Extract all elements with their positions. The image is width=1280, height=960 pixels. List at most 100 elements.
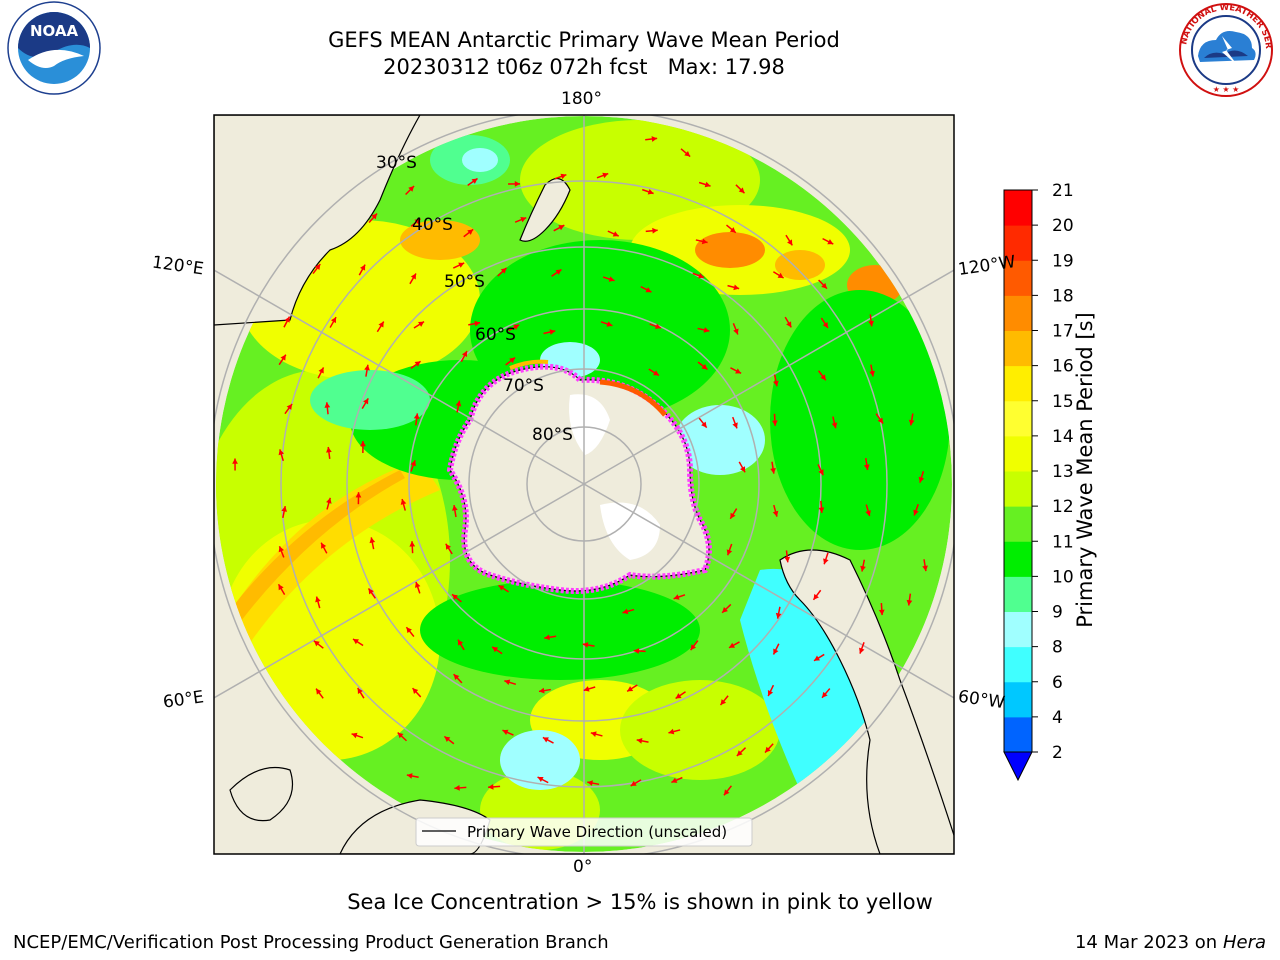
wave-arrow-head: [400, 499, 407, 505]
wave-arrow-head: [504, 679, 511, 686]
wave-arrow-head: [739, 466, 746, 473]
colorbar-tick-label: 11: [1052, 532, 1074, 552]
wave-arrow-head: [827, 239, 834, 245]
wave-arrow-head: [735, 368, 742, 374]
wave-arrow-head: [324, 402, 331, 408]
colorbar-tick-label: 12: [1052, 497, 1074, 517]
wave-arrow-head: [537, 776, 544, 783]
wave-arrow-head: [378, 321, 384, 328]
colorbar-tick-label: 19: [1052, 251, 1074, 271]
wave-arrow-head: [414, 582, 421, 588]
noaa-logo: NOAA: [4, 0, 104, 100]
wave-arrow-head: [701, 363, 708, 370]
wave-arrow-head: [583, 686, 590, 692]
wave-arrow-head: [765, 746, 771, 753]
colorbar-segment: [1004, 576, 1032, 612]
wave-arrow-head: [351, 732, 358, 739]
wave-arrow-head: [445, 543, 452, 550]
madagascar-landmass: [229, 766, 294, 822]
colorbar-segment: [1004, 506, 1032, 542]
noaa-logo-text: NOAA: [30, 22, 79, 40]
colorbar-segment: [1004, 190, 1032, 226]
wave-arrow-head: [520, 216, 527, 223]
wave-arrow-head: [775, 612, 782, 619]
wave-arrow-head: [315, 596, 321, 603]
wave-arrow-head: [773, 380, 779, 387]
wave-arrow-head: [352, 638, 359, 645]
wave-arrow-head: [730, 512, 736, 519]
colorbar-segment: [1004, 260, 1032, 296]
wave-arrow-head: [326, 497, 332, 504]
wave-arrow-head: [770, 467, 776, 474]
wave-arrow-head: [363, 398, 369, 405]
wave-arrow-head: [514, 181, 521, 187]
wave-arrow-head: [822, 322, 829, 329]
wave-arrow-head: [498, 585, 505, 591]
wave-arrow-head: [612, 231, 619, 237]
lat-label-30s: 30°S: [376, 153, 417, 173]
wave-arrow-head: [831, 422, 838, 429]
wave-arrow-head: [558, 225, 565, 231]
colorbar-tick-label: 15: [1052, 392, 1074, 412]
nws-logo: NATIONAL WEATHER SERVICE ★ ★ ★: [1173, 0, 1276, 100]
wave-arrow-head: [369, 537, 376, 544]
wave-arrow-head: [698, 272, 705, 279]
wave-arrow-head: [544, 634, 550, 641]
wave-arrow-head: [671, 777, 678, 783]
wave-arrow-head: [488, 784, 494, 790]
chart-subtitle: 20230312 t06z 072h fcst Max: 17.98: [383, 55, 785, 79]
colorbar-segment: [1004, 225, 1032, 261]
wave-arrow-head: [408, 186, 415, 192]
colorbar-tick-label: 20: [1052, 216, 1074, 236]
sea-ice-caption: Sea Ice Concentration > 15% is shown in …: [347, 890, 933, 914]
colorbar-segment: [1004, 681, 1032, 718]
wave-arrow-head: [772, 510, 779, 517]
wave-arrow-head: [913, 509, 919, 516]
wave-arrow-head: [318, 367, 324, 374]
wave-arrow-head: [823, 558, 829, 565]
wave-arrow-head: [357, 687, 363, 694]
wave-arrow-head: [701, 421, 707, 428]
colorbar-segment: [1004, 611, 1032, 648]
colorbar-tick-label: 9: [1052, 603, 1063, 623]
wave-arrow-head: [726, 549, 733, 556]
wave-arrow-head: [652, 370, 659, 376]
wave-arrow-head: [542, 737, 549, 743]
wave-arrow-head: [784, 556, 791, 563]
map-frame: [213, 114, 955, 855]
wave-arrow-head: [723, 789, 730, 796]
wave-arrow-head: [502, 729, 509, 736]
wave-arrow-head: [412, 688, 419, 694]
wave-arrow-head: [813, 593, 819, 600]
wave-arrow-head: [509, 357, 516, 364]
wave-arrow-head: [455, 400, 462, 407]
wave-arrow-head: [922, 565, 928, 572]
wave-arrow-head: [587, 780, 594, 786]
wave-arrow-head: [278, 584, 284, 591]
chart-title: GEFS MEAN Antarctic Primary Wave Mean Pe…: [328, 28, 840, 52]
wave-arrow-head: [414, 218, 421, 225]
wave-arrow-head: [278, 449, 285, 456]
legend-label: Primary Wave Direction (unscaled): [467, 823, 727, 841]
wave-arrow-head: [590, 731, 597, 737]
wave-arrow-head: [355, 492, 362, 498]
wave-arrow-head: [786, 321, 792, 328]
wave-arrow-head: [467, 229, 474, 235]
wave-arrow-head: [863, 464, 870, 470]
colorbar-tick-label: 18: [1052, 286, 1074, 306]
south-america-landmass: [779, 549, 954, 854]
wave-arrow-head: [773, 648, 779, 655]
wave-arrow-head: [513, 324, 520, 330]
wave-arrow-head: [330, 317, 337, 324]
colorbar-segment: [1004, 365, 1032, 402]
wave-arrow-head: [869, 370, 875, 377]
wave-arrow-head: [729, 227, 736, 233]
wave-arrow-head: [410, 460, 416, 467]
wave-arrow-head: [668, 728, 675, 735]
colorbar-tick-label: 21: [1052, 181, 1074, 201]
wave-arrow-head: [729, 642, 736, 648]
colorbar-segment: [1004, 646, 1032, 683]
colorbar-tick-label: 8: [1052, 638, 1063, 658]
wave-arrow-head: [732, 422, 738, 429]
